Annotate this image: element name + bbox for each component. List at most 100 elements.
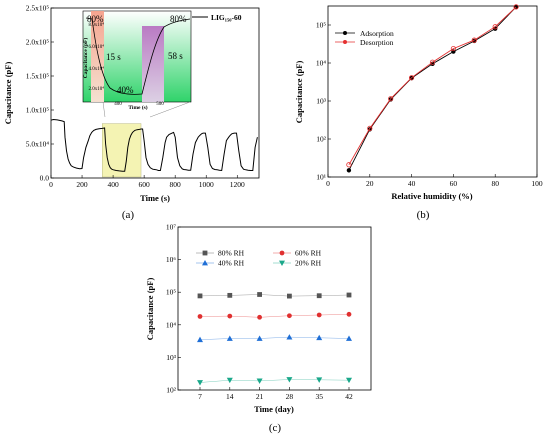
panel-c-xtick-label: 42 (345, 392, 353, 401)
panel-b-xtick-label: 20 (366, 179, 374, 188)
panel-c-ylabel: Capacitance (pF) (145, 278, 155, 341)
panel-b: 0 20 40 60 80 100 10¹ 10² 10³ 10⁴ 10⁵ Relative hu… (294, 4, 543, 221)
series-20rh-line (199, 379, 350, 383)
panel-b-xlabel: Relative humidity (%) (391, 191, 472, 201)
series-80rh-line (199, 294, 350, 297)
panel-a-ytick-label: 0.0 (40, 174, 50, 183)
inset-annotation-80-left: 80% (87, 14, 104, 24)
panel-a-ylabel: Capacitance (pF) (3, 62, 13, 125)
legend-20rh-label: 20% RH (295, 259, 322, 268)
inset-xtick-label: 500 (156, 102, 164, 107)
panel-b-xtick-label: 80 (491, 179, 499, 188)
series-40rh-point (256, 335, 263, 341)
panel-c-ytick-label: 10² (166, 386, 177, 395)
series-60rh-point (316, 312, 322, 318)
panel-c-ytick-label: 10³ (166, 353, 177, 362)
panel-b-ytick-label: 10⁵ (316, 21, 327, 30)
legend-60rh-label: 60% RH (295, 249, 322, 258)
panel-a-xtick-label: 600 (139, 180, 151, 189)
series-60rh-point (287, 313, 292, 319)
panel-a-xtick-label: 0 (49, 180, 53, 189)
panel-a-highlight-region (102, 123, 142, 178)
series-desorption-point (471, 37, 477, 43)
panel-c-xtick-label: 28 (286, 392, 294, 401)
panel-b-xtick-label: 40 (408, 179, 416, 188)
inset-xlabel: Time (s) (128, 104, 147, 111)
series-40rh-point (226, 335, 233, 341)
series-desorption-point (388, 96, 394, 102)
inset-connector-right (149, 101, 191, 118)
panel-c-caption: (c) (269, 422, 282, 434)
panel-b-legend: Adsorption Desorption (335, 29, 394, 47)
panel-c-ytick-label: 10⁴ (166, 320, 177, 329)
panel-c-xtick-label: 21 (256, 392, 264, 401)
panel-a-xtick-label: 200 (76, 180, 88, 189)
panel-b-caption: (b) (417, 209, 430, 221)
series-20rh-point (256, 378, 263, 384)
panel-c-frame (177, 226, 372, 391)
series-60rh-line (199, 314, 350, 318)
series-20rh-point (286, 377, 293, 383)
series-desorption-point (450, 45, 456, 52)
inset-xtick-label: 400 (114, 102, 122, 107)
panel-c-xlabel: Time (day) (254, 404, 294, 414)
inset-ytick-label: 6.0x10⁴ (89, 44, 105, 50)
inset-recovery-band (142, 26, 164, 102)
panel-c-xtick-label: 7 (198, 392, 202, 401)
panel-b-ylabel: Capacitance (pF) (294, 61, 304, 124)
inset-ytick-label: 8.0x10⁴ (89, 22, 105, 28)
series-40rh-point (197, 336, 203, 343)
panel-b-xtick-label: 60 (450, 179, 458, 188)
series-40rh-point (316, 334, 323, 341)
panel-a: 0 200 400 600 800 1000 1200 0.0 5.0x10⁴ 1.0x10⁵ 1… (3, 4, 260, 221)
panel-b-ytick-label: 10¹ (316, 173, 326, 182)
panel-b-xtick-label: 0 (326, 179, 330, 188)
legend-80rh-marker (202, 250, 208, 256)
panel-a-ytick-label: 1.5x10⁵ (26, 72, 50, 81)
panel-a-caption: (a) (122, 209, 135, 221)
panel-c-xtick-label: 14 (226, 392, 234, 401)
series-20rh-point (226, 377, 233, 384)
series-60rh-point (257, 314, 262, 320)
series-20rh-point (346, 377, 352, 384)
inset-annotation-40: 40% (117, 85, 134, 95)
series-80rh-point (257, 292, 262, 297)
series-adsorption-point (346, 168, 352, 173)
series-60rh-point (227, 313, 233, 319)
panel-c-ytick-label: 10⁶ (166, 255, 177, 264)
series-desorption-point (408, 75, 415, 81)
legend-80rh-label: 80% RH (218, 249, 245, 258)
panel-c-ytick-label: 10⁷ (166, 223, 177, 232)
inset-ytick-label: 4.0x10⁴ (89, 66, 105, 72)
series-20rh-point (197, 380, 203, 386)
panel-a-xlabel: Time (s) (140, 193, 170, 203)
panel-a-xtick-label: 400 (107, 180, 119, 189)
series-60rh-point (197, 314, 203, 319)
panel-a-ytick-label: 5.0x10⁴ (26, 140, 50, 149)
series-80rh-point (316, 293, 322, 299)
inset-annotation-15s: 15 s (106, 52, 121, 62)
panel-a-ytick-label: 2.5x10⁵ (26, 4, 50, 13)
series-80rh-point (287, 293, 292, 299)
inset-ytick-label: 2.0x10⁴ (89, 86, 105, 92)
legend-adsorption-label: Adsorption (360, 29, 394, 38)
legend-40rh-label: 40% RH (218, 259, 245, 268)
panel-b-ytick-label: 10³ (316, 97, 327, 106)
series-80rh-point (346, 292, 352, 298)
legend-desorption-marker (343, 40, 347, 44)
series-desorption-point (346, 162, 352, 168)
legend-40rh-marker (202, 260, 208, 266)
panel-a-series-line (50, 118, 258, 172)
panel-b-ytick-label: 10² (316, 135, 327, 144)
legend-20rh-marker (279, 260, 285, 266)
series-desorption-point (429, 59, 436, 65)
inset-ylabel: Capacitance (pF) (82, 38, 89, 79)
panel-a-inset: 2.0x10⁴ 4.0x10⁴ 6.0x10⁴ 8.0x10⁴ 400 500 Capa… (82, 10, 192, 111)
inset-annotation-58s: 58 s (168, 51, 183, 61)
panel-b-frame (327, 5, 538, 178)
legend-adsorption-marker (343, 31, 347, 35)
inset-curve (85, 17, 191, 95)
series-40rh-point (286, 334, 293, 340)
panel-a-ytick-label: 2.0x10⁵ (26, 38, 50, 47)
